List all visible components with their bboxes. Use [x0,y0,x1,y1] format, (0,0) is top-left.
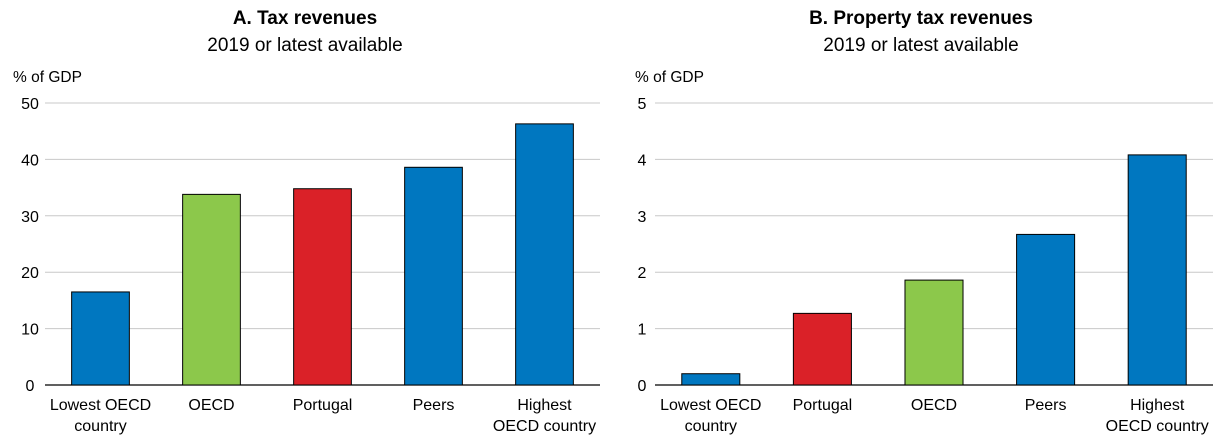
y-tick-label: 30 [21,209,39,226]
x-tick-label-lowest-oecd-country: Lowest OECD country [50,397,151,435]
y-tick-label: 4 [638,152,647,169]
y-tick-label: 0 [26,378,35,395]
y-tick-label: 10 [21,322,39,339]
x-tick-label-portugal: Portugal [293,397,353,414]
x-tick-label-peers: Peers [413,397,455,414]
y-tick-label: 40 [21,152,39,169]
bar-oecd [182,193,241,386]
y-tick-label: 3 [638,209,647,226]
x-tick-label-oecd: OECD [188,397,234,414]
x-tick-label-portugal: Portugal [793,397,853,414]
x-tick-labels: Lowest OECD country Portugal OECD Peers Highe… [660,397,1209,435]
y-tick-label: 0 [638,378,647,395]
y-tick-label: 2 [638,265,647,282]
y-tick-label: 1 [638,322,647,339]
x-tick-label-highest-oecd-country: Highest OECD country [1106,397,1209,435]
chart-subtitle: 2019 or latest available [207,35,402,56]
chart-title: B. Property tax revenues [809,8,1033,29]
bar-oecd [904,279,964,386]
y-tick-labels: 0 1 2 3 4 5 [638,96,647,395]
bar-highest-oecd-country [1127,154,1187,386]
bar-portugal [293,188,352,386]
x-tick-label-peers: Peers [1025,397,1067,414]
chart-subtitle: 2019 or latest available [823,35,1018,56]
bar-highest-oecd-country [515,123,574,386]
x-tick-label-highest-oecd-country: Highest OECD country [493,397,596,435]
x-tick-label-oecd: OECD [911,397,957,414]
bars [681,154,1187,386]
panel-a: A. Tax revenues 2019 or latest available… [13,8,600,435]
y-tick-label: 20 [21,265,39,282]
x-tick-label-lowest-oecd-country: Lowest OECD country [660,397,761,435]
bar-lowest-oecd-country [71,291,130,386]
bar-lowest-oecd-country [681,373,741,386]
panel-b: B. Property tax revenues 2019 or latest … [635,8,1213,435]
y-axis-label: % of GDP [635,69,704,86]
y-tick-label: 50 [21,96,39,113]
y-tick-label: 5 [638,96,647,113]
chart-title: A. Tax revenues [233,8,377,29]
y-axis-label: % of GDP [13,69,82,86]
bar-portugal [792,312,852,386]
bar-peers [1016,233,1076,386]
bar-peers [404,166,463,386]
y-tick-labels: 0 10 20 30 40 50 [21,96,39,395]
x-tick-labels: Lowest OECD country OECD Portugal Peers Highe… [50,397,596,435]
bars [71,123,574,386]
